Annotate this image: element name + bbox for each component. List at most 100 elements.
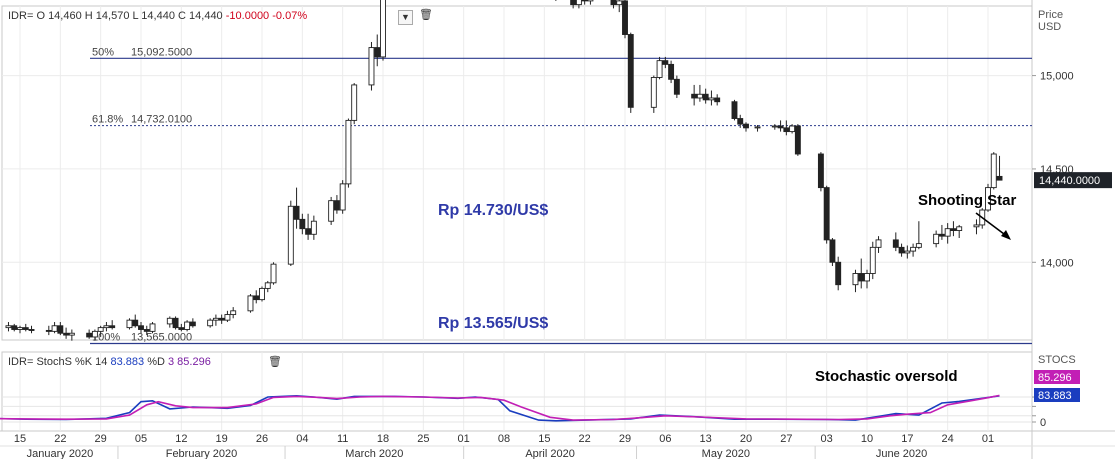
header-change: -10.0000: [225, 10, 270, 22]
candle-body: [57, 325, 64, 334]
fib-pct-label: 61.8%: [92, 114, 123, 126]
candle-body: [207, 319, 214, 327]
candle-body: [869, 246, 876, 274]
candle-body: [63, 332, 70, 336]
candle-body: [270, 263, 277, 284]
header-low-label: L: [132, 10, 139, 22]
chevron-down-icon[interactable]: ▼: [398, 10, 413, 25]
candle-body: [345, 119, 352, 185]
trash-icon[interactable]: 🗑: [419, 9, 433, 21]
candle-body: [166, 317, 173, 325]
candle-body: [575, 0, 582, 6]
header-open-label: O: [36, 10, 45, 22]
header-close: 14,440: [189, 10, 223, 22]
candle-body: [299, 218, 306, 230]
candle-body: [333, 200, 340, 211]
header-symbol: IDR=: [8, 10, 34, 22]
header-open: 14,460: [48, 10, 82, 22]
candle-body: [247, 295, 254, 312]
x-tick-label: 10: [861, 433, 873, 445]
candle-body: [351, 84, 358, 121]
candle-body: [374, 47, 381, 58]
candle-body: [973, 224, 980, 228]
candle-body: [696, 93, 703, 99]
candle-body: [11, 325, 18, 330]
x-tick-label: 19: [216, 433, 228, 445]
candle-body: [339, 183, 346, 211]
candle-body: [178, 327, 185, 330]
candle-body: [933, 233, 940, 245]
candle-body: [230, 310, 237, 316]
candle-body: [627, 34, 634, 108]
month-label: February 2020: [166, 448, 238, 459]
price-panel-frame: [1, 5, 1033, 341]
x-tick-label: 20: [740, 433, 752, 445]
candle-body: [702, 93, 709, 101]
header-high: 14,570: [95, 10, 130, 22]
candle-body: [259, 287, 265, 301]
candle-body: [310, 220, 317, 235]
stoch-d-badge: [1034, 370, 1080, 384]
candle-body: [783, 127, 790, 133]
candle-body: [944, 228, 951, 237]
candle-body: [835, 261, 842, 286]
candle-body: [86, 332, 93, 338]
price-axis-title: Price: [1038, 9, 1063, 21]
candle-body: [829, 239, 836, 263]
candle-body: [287, 205, 294, 265]
candle-body: [581, 0, 588, 2]
candle-body: [650, 77, 657, 108]
x-tick-label: 29: [95, 433, 107, 445]
x-tick-label: 22: [579, 433, 591, 445]
x-tick-label: 15: [14, 433, 26, 445]
price-header: IDR= O 14,460 H 14,570 L 14,440 C 14,440…: [8, 10, 307, 22]
y-tick-label: 14,000: [1040, 257, 1074, 269]
x-tick-label: 11: [337, 433, 348, 445]
stoch-k-period: 14: [95, 356, 108, 368]
candle-body: [656, 60, 663, 78]
header-close-label: C: [178, 10, 186, 22]
candle-body: [616, 0, 623, 6]
candle-body: [587, 0, 594, 2]
candle-body: [996, 175, 1003, 181]
candle-body: [368, 47, 375, 86]
x-tick-label: 17: [901, 433, 913, 445]
x-tick-label: 26: [256, 433, 268, 445]
x-tick-label: 06: [659, 433, 671, 445]
fib-value-label: 15,092.5000: [131, 46, 192, 58]
stoch-k-value: 83.883: [110, 356, 145, 368]
x-tick-label: 03: [821, 433, 833, 445]
price-axis-unit: USD: [1038, 21, 1061, 33]
x-tick-label: 25: [417, 433, 429, 445]
candle-body: [858, 273, 865, 282]
candle-body: [570, 0, 577, 6]
candle-body: [97, 327, 104, 332]
candle-body: [5, 325, 12, 329]
candle-body: [45, 329, 52, 332]
candle-body: [904, 250, 911, 254]
annotation-rp-low: Rp 13.565/US$: [438, 315, 548, 332]
stoch-header: IDR= StochS %K 14 83.883 %D 3 85.296: [8, 356, 211, 368]
candle-body: [253, 295, 260, 301]
x-tick-label: 24: [942, 433, 954, 445]
candle-body: [823, 187, 830, 241]
candle-body: [218, 317, 225, 321]
candle-body: [91, 330, 98, 338]
fib-pct-label: 100%: [92, 332, 120, 344]
candle-body: [737, 118, 744, 125]
stoch-d-line: [0, 394, 1000, 421]
candle-body: [915, 243, 922, 248]
candle-body: [852, 273, 859, 286]
annotation-arrowhead: [1001, 230, 1011, 240]
header-change-pct: -0.07%: [272, 10, 308, 22]
annotation-arrow: [975, 212, 1009, 238]
candle-body: [622, 0, 628, 35]
candle-body: [264, 282, 271, 289]
stoch-d-period: 3: [167, 356, 175, 368]
header-low: 14,440: [141, 10, 175, 22]
stoch-k-badge-label: 83.883: [1038, 390, 1072, 402]
stoch-trash-icon[interactable]: 🗑: [268, 356, 282, 368]
x-tick-label: 05: [135, 433, 147, 445]
x-tick-label: 27: [780, 433, 792, 445]
